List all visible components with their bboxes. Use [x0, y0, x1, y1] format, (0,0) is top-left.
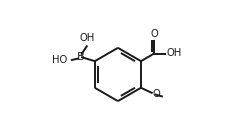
Text: HO: HO	[52, 55, 68, 65]
Text: OH: OH	[167, 48, 182, 58]
Text: OH: OH	[80, 33, 95, 43]
Text: O: O	[150, 29, 158, 39]
Text: O: O	[153, 89, 161, 99]
Text: B: B	[77, 52, 85, 62]
